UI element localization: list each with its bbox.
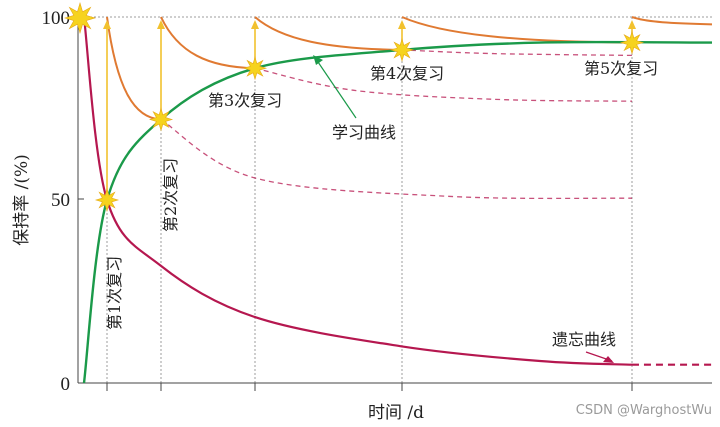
start-star-icon <box>63 1 97 35</box>
review-arrows <box>103 20 636 200</box>
review-star-icon <box>94 187 120 213</box>
review-decay-curve <box>254 16 403 51</box>
review-star-icon <box>148 107 174 132</box>
review-decay-curve <box>106 16 162 121</box>
review-star-icon <box>389 37 415 62</box>
decay-dashed-line <box>254 67 633 102</box>
review-star-icon <box>242 56 268 81</box>
decay-dashed-line <box>160 118 633 200</box>
review-star-icon <box>619 30 645 55</box>
x-axis-ticks <box>106 383 633 391</box>
review-arrowhead <box>157 20 165 29</box>
review-decay-curve <box>631 16 713 26</box>
review-arrowhead <box>103 20 111 29</box>
learning-curve-pointer-head <box>313 55 323 65</box>
review-label-5: 第5次复习 <box>584 59 658 78</box>
review-decay-curve <box>401 16 633 44</box>
y-tick-label-50: 50 <box>51 190 70 211</box>
forgetting-curve-layer <box>82 16 712 366</box>
review-arrowhead <box>628 20 636 29</box>
forgetting-curve-pointer-head <box>603 356 614 363</box>
review-label-4: 第4次复习 <box>370 64 444 83</box>
learning-curve-label: 学习曲线 <box>332 123 396 142</box>
decay-dashed-lines <box>160 49 633 200</box>
forgetting-curve <box>82 16 633 366</box>
y-tick-label-0: 0 <box>61 374 71 395</box>
x-axis-label: 时间 /d <box>368 403 424 423</box>
y-axis-label: 保持率 /(%) <box>12 154 32 246</box>
review-label-3: 第3次复习 <box>208 91 282 110</box>
decay-dashed-line <box>401 49 633 57</box>
review-decay-curve <box>160 16 256 70</box>
y-tick-label-100: 100 <box>42 8 71 29</box>
review-arrowhead <box>398 20 406 29</box>
learning-curve-pointer <box>317 61 357 119</box>
review-label-1: 第1次复习 <box>105 256 124 330</box>
review-arrowhead <box>251 20 259 29</box>
review-label-2: 第2次复习 <box>161 158 180 232</box>
watermark: CSDN @WarghostWu <box>576 403 712 418</box>
forgetting-curve-label: 遗忘曲线 <box>552 330 616 349</box>
review-stars <box>63 1 645 213</box>
